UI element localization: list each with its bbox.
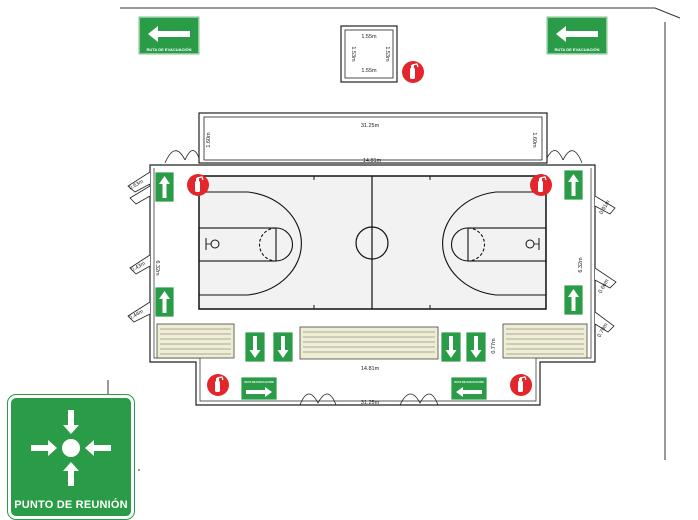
exit-sign-top-right: RUTA DE EVACUACIÓN xyxy=(546,16,608,55)
exit-sign-down-3 xyxy=(440,331,462,363)
dim-room-top: 1.55m xyxy=(361,34,377,40)
dim-room-left: 1.53m xyxy=(350,46,356,62)
bleacher-center xyxy=(299,326,439,360)
exit-sign-label: RUTA DE EVACUACIÓN xyxy=(146,47,191,52)
assembly-point-sign: PUNTO DE REUNIÓN xyxy=(7,394,135,520)
bottom-door-left xyxy=(296,393,337,406)
dim-room-right: 1.53m xyxy=(384,46,390,62)
storage-room: 1.55m 1.55m 1.53m 1.53m xyxy=(340,25,398,83)
dim-court-bottom: 14.81m xyxy=(361,366,380,372)
upper-stand: 31.25m 1.60m 1.60m 14.81m xyxy=(198,112,548,164)
fire-extinguisher-icon xyxy=(186,173,210,197)
exit-sign-label: RUTA DE EVACUACIÓN xyxy=(554,47,599,52)
dim-top-right-depth: 1.60m xyxy=(531,132,537,148)
dim-room-bottom: 1.55m xyxy=(361,68,377,74)
dim-bottom-aisle: 0.77m xyxy=(491,338,497,354)
exit-sign-bottom-right: RUTA DE EVACUACIÓN xyxy=(450,376,488,401)
exit-sign-down-2 xyxy=(272,331,294,363)
fire-extinguisher-icon xyxy=(509,373,533,397)
exit-sign-left-lower xyxy=(154,286,175,318)
dim-left-court-depth: 6.32m xyxy=(154,260,160,276)
dim-court-top: 14.81m xyxy=(363,158,382,164)
exit-sign-down-4 xyxy=(465,331,487,363)
fire-extinguisher-icon xyxy=(529,173,553,197)
exit-sign-left-upper xyxy=(154,171,175,203)
exit-sign-down-1 xyxy=(244,331,266,363)
dim-top-left-depth: 1.60m xyxy=(206,132,212,148)
small-sign-label: RUTA DE EVACUACIÓN xyxy=(454,379,483,384)
assembly-point-label: PUNTO DE REUNIÓN xyxy=(14,499,128,511)
exit-sign-bottom-left: RUTA DE EVACUACIÓN xyxy=(240,376,278,401)
dim-right-court-depth: 6.32m xyxy=(578,257,584,273)
assembly-point-icon xyxy=(31,410,111,486)
fire-extinguisher-icon xyxy=(401,60,425,84)
basketball-court xyxy=(198,175,547,310)
fire-extinguisher-icon xyxy=(206,373,230,397)
dim-bottom-width: 31.25m xyxy=(361,400,380,406)
small-sign-label: RUTA DE EVACUACIÓN xyxy=(244,379,273,384)
bottom-door-right xyxy=(399,393,442,406)
building-top-wall xyxy=(120,7,681,19)
exit-sign-right-lower xyxy=(563,284,584,316)
exit-sign-right-upper xyxy=(563,169,584,201)
bleacher-left xyxy=(156,323,235,359)
bleacher-right xyxy=(502,323,588,359)
exit-sign-top-left: RUTA DE EVACUACIÓN xyxy=(138,16,200,55)
dim-top-width: 31.25m xyxy=(361,123,380,129)
